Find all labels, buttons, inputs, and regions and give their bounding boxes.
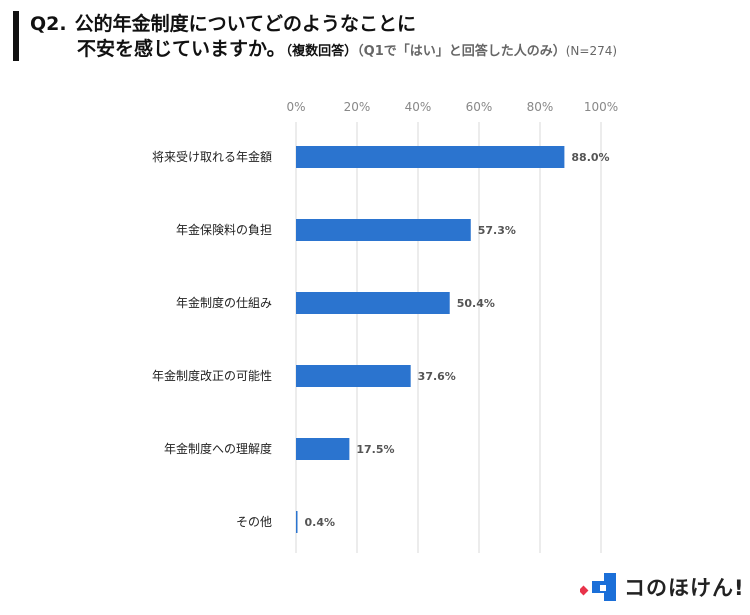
x-tick-label: 80%	[527, 100, 554, 114]
x-tick-label: 0%	[286, 100, 305, 114]
bar	[296, 438, 350, 460]
category-label: 年金制度の仕組み	[176, 295, 272, 310]
bar	[296, 292, 450, 314]
x-tick-label: 20%	[344, 100, 371, 114]
title-line2: 不安を感じていますか。	[77, 38, 286, 60]
brand-logo: コのほけん!	[580, 571, 745, 603]
category-label: 年金制度への理解度	[164, 441, 272, 456]
bar	[296, 219, 471, 241]
data-label: 50.4%	[457, 297, 495, 310]
data-label: 0.4%	[305, 516, 336, 529]
category-label: その他	[236, 515, 272, 529]
bar	[296, 511, 298, 533]
x-tick-label: 40%	[405, 100, 432, 114]
sample-size: (N=274)	[565, 44, 618, 58]
bar	[296, 146, 565, 168]
data-label: 17.5%	[356, 443, 394, 456]
data-label: 37.6%	[418, 370, 456, 383]
multi-answer-note: （複数回答）	[285, 44, 358, 59]
condition-note: （Q1で「はい」と回答した人のみ）	[357, 44, 566, 59]
data-label: 57.3%	[478, 224, 516, 237]
title-line1: 公的年金制度についてどのようなことに	[74, 13, 417, 35]
chart-title: Q2. 公的年金制度についてどのようなことに 不安を感じていますか。（複数回答）（…	[30, 12, 617, 64]
category-label: 年金保険料の負担	[176, 222, 272, 237]
bar	[296, 365, 411, 387]
title-accent-bar	[13, 11, 19, 61]
logo-mark-icon	[580, 573, 616, 601]
category-label: 年金制度改正の可能性	[152, 368, 272, 383]
data-label: 88.0%	[571, 151, 609, 164]
x-tick-label: 60%	[466, 100, 493, 114]
category-label: 将来受け取れる年金額	[152, 149, 272, 164]
logo-text: コのほけん!	[624, 576, 745, 600]
x-tick-label: 100%	[584, 100, 618, 114]
question-number: Q2.	[30, 13, 67, 35]
